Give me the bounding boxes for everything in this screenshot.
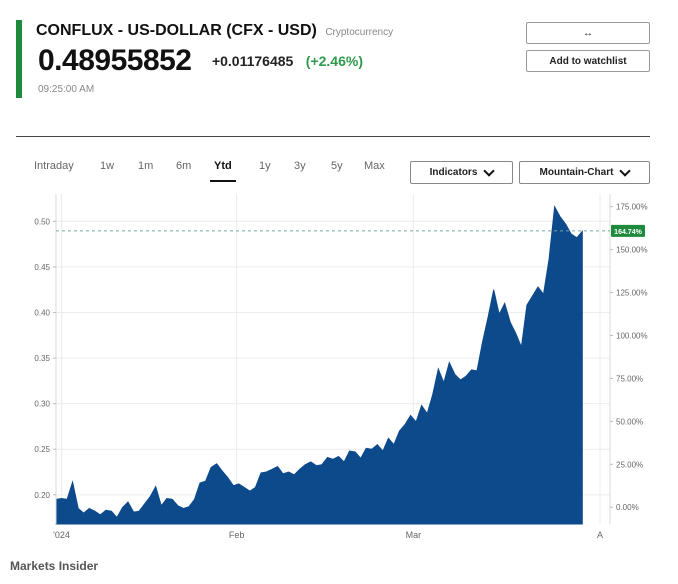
y-left-tick-label: 0.50 (34, 217, 50, 226)
y-left-tick-label: 0.25 (34, 445, 50, 454)
x-tick-label: A (597, 530, 603, 540)
y-right-tick-label: 75.00% (616, 374, 643, 383)
price-chart[interactable]: 0.20 0.25 0.30 0.35 0.40 0.45 0.50 0.00% 25.00% 5… (0, 190, 678, 550)
indicators-label: Indicators (429, 167, 478, 178)
asset-type-label: Cryptocurrency (325, 27, 394, 38)
y-left-tick-label: 0.40 (34, 309, 50, 318)
price-change: +0.01176485 (211, 53, 294, 69)
tab-1w[interactable]: 1w (100, 160, 115, 172)
chevron-down-icon (483, 164, 496, 177)
chevron-down-icon (619, 164, 632, 177)
source-attribution: Markets Insider (10, 559, 99, 573)
y-right-tick-label: 100.00% (616, 331, 648, 340)
indicators-dropdown[interactable]: Indicators (410, 161, 513, 184)
chart-type-dropdown[interactable]: Mountain-Chart (519, 161, 650, 184)
accent-bar (16, 20, 22, 98)
price-change-percent: (+2.46%) (305, 53, 363, 69)
y-right-tick-label: 0.00% (616, 503, 639, 512)
tab-5y[interactable]: 5y (331, 160, 343, 172)
x-tick-label: '024 (53, 530, 70, 540)
tab-3y[interactable]: 3y (294, 160, 306, 172)
section-divider (16, 136, 650, 137)
price-row: 0.48955852 +0.01176485 (+2.46%) (38, 44, 363, 78)
add-to-watchlist-button[interactable]: Add to watchlist (526, 50, 650, 72)
tab-ytd[interactable]: Ytd (210, 158, 236, 182)
y-right-tick-label: 50.00% (616, 417, 643, 426)
quote-header: CONFLUX - US-DOLLAR (CFX - USD) Cryptocu… (16, 18, 656, 98)
x-tick-label: Feb (229, 530, 245, 540)
tab-max[interactable]: Max (364, 160, 385, 172)
y-left-tick-label: 0.20 (34, 491, 50, 500)
current-value-badge (611, 224, 645, 237)
current-price: 0.48955852 (38, 44, 192, 77)
y-right-tick-label: 175.00% (616, 203, 648, 212)
quote-timestamp: 09:25:00 AM (38, 84, 95, 95)
y-right-tick-label: 25.00% (616, 460, 643, 469)
quote-title-row: CONFLUX - US-DOLLAR (CFX - USD) Cryptocu… (36, 22, 393, 40)
y-right-tick-label: 125.00% (616, 289, 648, 298)
price-area-series (55, 205, 583, 525)
tab-6m[interactable]: 6m (176, 160, 192, 172)
chart-type-label: Mountain-Chart (539, 167, 614, 178)
y-left-tick-label: 0.35 (34, 354, 50, 363)
y-left-tick-label: 0.30 (34, 400, 50, 409)
x-tick-label: Mar (406, 530, 422, 540)
tab-1y[interactable]: 1y (259, 160, 271, 172)
tab-intraday[interactable]: Intraday (34, 160, 74, 172)
current-value-badge-label: 164.74% (614, 229, 642, 236)
instrument-title: CONFLUX - US-DOLLAR (CFX - USD) (36, 22, 317, 39)
tab-1m[interactable]: 1m (138, 160, 154, 172)
y-right-tick-label: 150.00% (616, 246, 648, 255)
swap-arrows-icon: ↔ (583, 27, 593, 39)
y-left-tick-label: 0.45 (34, 263, 50, 272)
compare-button[interactable]: ↔ (526, 22, 650, 44)
